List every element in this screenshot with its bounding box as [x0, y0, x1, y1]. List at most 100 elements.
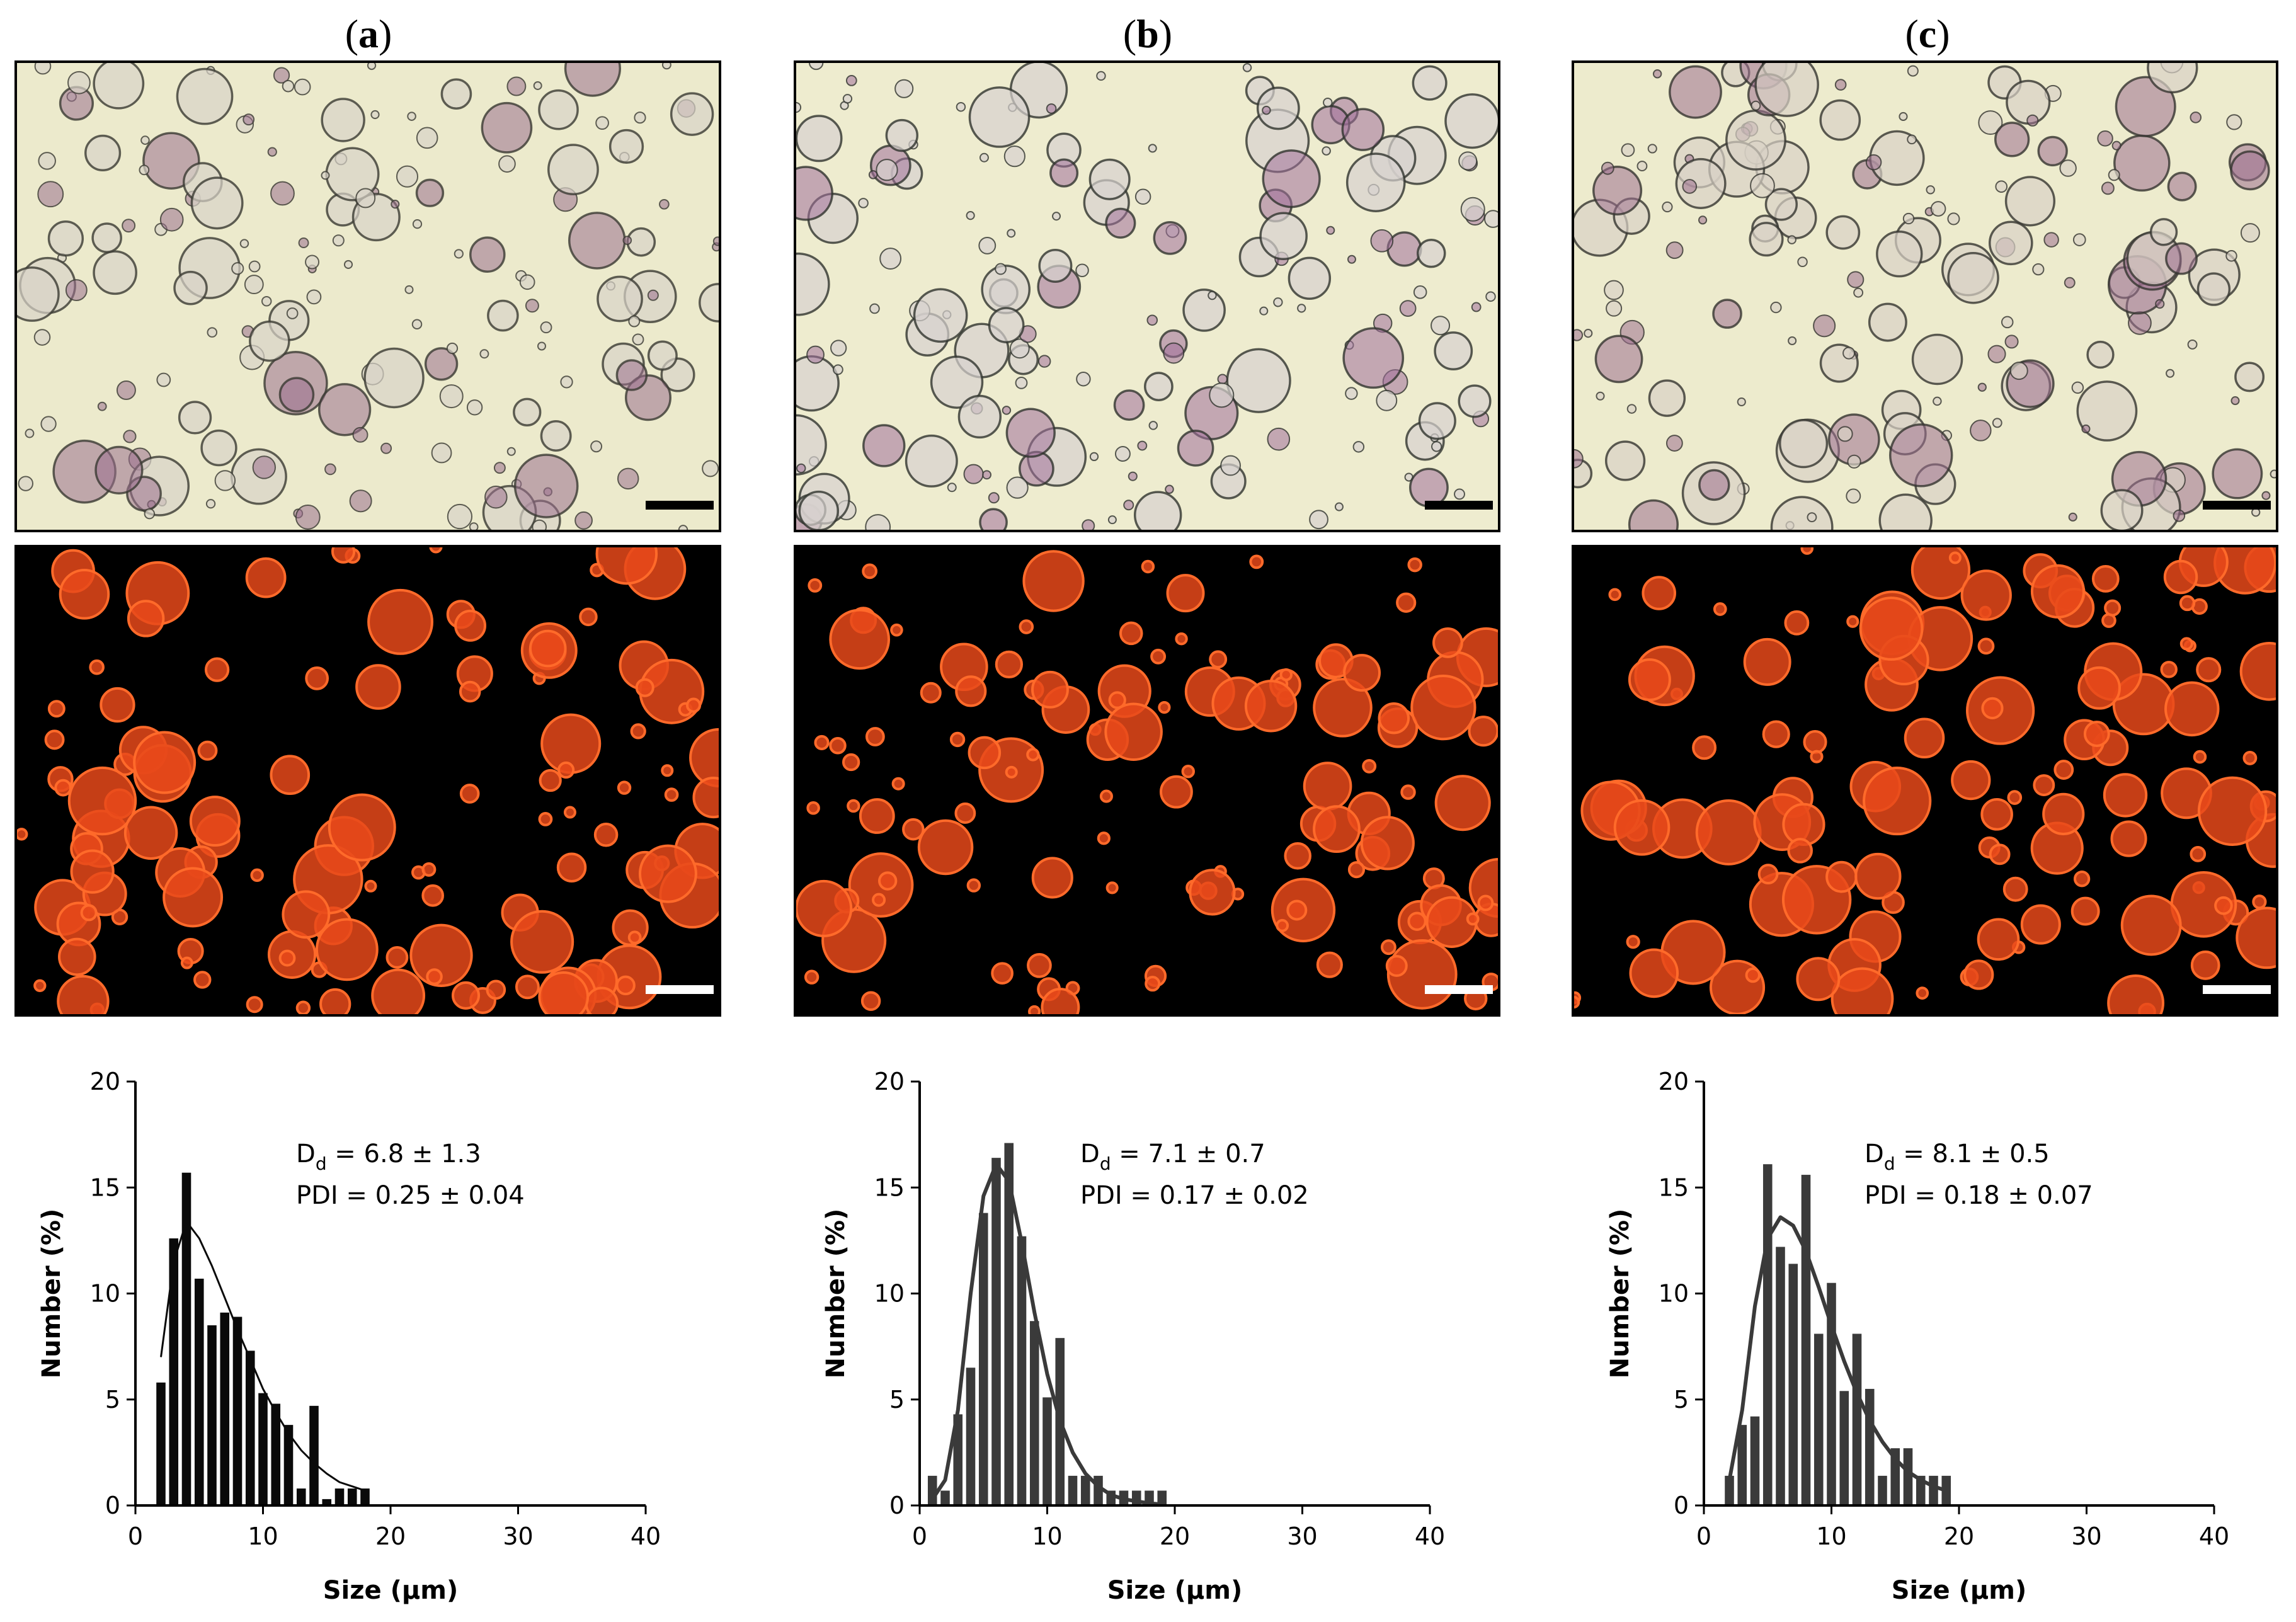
fit-curve — [160, 1220, 365, 1492]
fluorescent-droplet — [949, 731, 966, 748]
fluorescent-droplet — [829, 608, 890, 670]
droplet — [2059, 159, 2077, 177]
droplet — [1837, 426, 1853, 442]
droplet — [1911, 333, 1963, 386]
droplet — [1878, 493, 1933, 531]
fluorescent-droplet — [1916, 986, 1929, 1000]
droplet — [1297, 304, 1306, 313]
droplet — [564, 62, 622, 97]
droplet — [1988, 220, 2033, 266]
fluorescent-droplet — [1028, 1005, 1041, 1015]
fluorescent-droplet — [2073, 871, 2091, 888]
droplet — [913, 288, 968, 343]
droplet — [1408, 467, 1449, 508]
histogram-bar — [156, 1382, 166, 1505]
droplet — [513, 454, 579, 518]
fluorescent-droplet — [2164, 681, 2220, 737]
histogram-bar — [245, 1351, 255, 1505]
fluorescent-droplet — [1166, 574, 1205, 613]
droplet — [1662, 201, 1673, 213]
droplet — [1947, 252, 1999, 304]
fluorescent-droplet — [1150, 648, 1167, 665]
y-tick-label: 0 — [105, 1492, 120, 1519]
droplet — [343, 260, 353, 269]
fluorescent-droplet — [685, 697, 702, 713]
droplet — [1376, 389, 1398, 411]
droplet — [352, 426, 368, 443]
droplet — [1902, 212, 1915, 225]
fluorescent-droplet — [1158, 700, 1171, 714]
droplet — [1787, 235, 1796, 244]
fluorescent-droplet — [2033, 774, 2055, 796]
droplet — [712, 236, 720, 246]
droplet — [1995, 180, 2008, 193]
fluorescent-droplet — [806, 801, 820, 815]
fluorescent-droplet — [2252, 894, 2267, 910]
droplet — [1947, 212, 1960, 226]
droplet — [1342, 327, 1405, 389]
droplet — [1259, 306, 1269, 316]
droplet — [1899, 111, 1908, 122]
droplet — [1107, 515, 1117, 525]
droplet — [2230, 150, 2270, 191]
fluorescent-droplet — [1626, 935, 1640, 949]
droplet — [2076, 380, 2138, 442]
droplet — [498, 155, 516, 173]
fluorescent-droplet — [89, 659, 105, 675]
droplet — [1471, 302, 1482, 312]
x-tick-label: 30 — [2071, 1522, 2101, 1550]
fluorescent-droplet — [1380, 939, 1396, 956]
droplet — [1770, 301, 1782, 314]
droplet — [33, 329, 51, 346]
fluorescent-droplet — [364, 879, 377, 893]
droplet — [560, 375, 573, 389]
droplet — [795, 252, 830, 316]
droplet — [537, 341, 546, 351]
fluorescent-droplet — [459, 784, 480, 804]
fluorescent-droplet — [1360, 816, 1415, 871]
fluorescent-droplet — [2196, 657, 2222, 683]
droplet — [930, 355, 984, 409]
droplet — [407, 111, 416, 121]
fluorescent-droplet — [331, 546, 356, 564]
fluorescent-droplet — [295, 1000, 311, 1015]
droplet — [1825, 215, 1861, 250]
droplet — [1006, 476, 1029, 499]
droplet — [321, 98, 365, 142]
fluorescent-droplet — [2110, 820, 2147, 857]
droplet — [1675, 157, 1727, 209]
fluorescent-droplet — [692, 777, 720, 819]
fluorescent-droplet — [1743, 637, 1791, 686]
fluorescent-droplet — [1980, 798, 2013, 831]
droplet — [273, 67, 290, 84]
fluorescent-droplet — [630, 723, 646, 740]
droplet — [447, 503, 473, 530]
fluorescent-droplet — [2193, 750, 2207, 764]
droplet — [411, 319, 423, 329]
fluorescent-droplet — [842, 753, 860, 772]
size-histogram-b: 0 5 10 15 20 0 10 20 30 40 Size (µm) Number (%) Dd =… — [821, 1068, 1445, 1605]
fluorescent-droplet — [615, 975, 636, 996]
histogram-bar — [334, 1488, 345, 1505]
droplet — [806, 345, 825, 364]
fluorescent-droplet — [538, 812, 553, 826]
droplet — [2234, 362, 2265, 392]
histogram-bar — [1801, 1175, 1811, 1505]
histogram-bar — [1004, 1143, 1014, 1505]
droplet — [200, 429, 237, 467]
droplet — [1977, 382, 1987, 392]
histogram-bar — [1029, 1321, 1039, 1505]
fluorescent-droplet — [305, 666, 329, 690]
droplet — [367, 62, 377, 71]
brightfield-frame — [14, 60, 721, 532]
droplet — [1262, 105, 1271, 115]
fluorescent-droplet — [421, 884, 444, 907]
histogram-bar — [322, 1499, 332, 1505]
droplet — [278, 377, 315, 413]
droplet — [123, 430, 137, 443]
histogram-bar — [1725, 1475, 1734, 1505]
droplet — [947, 483, 957, 493]
fluorescent-droplet — [454, 609, 486, 642]
droplet — [2086, 340, 2115, 369]
brightfield-frame — [794, 60, 1500, 532]
